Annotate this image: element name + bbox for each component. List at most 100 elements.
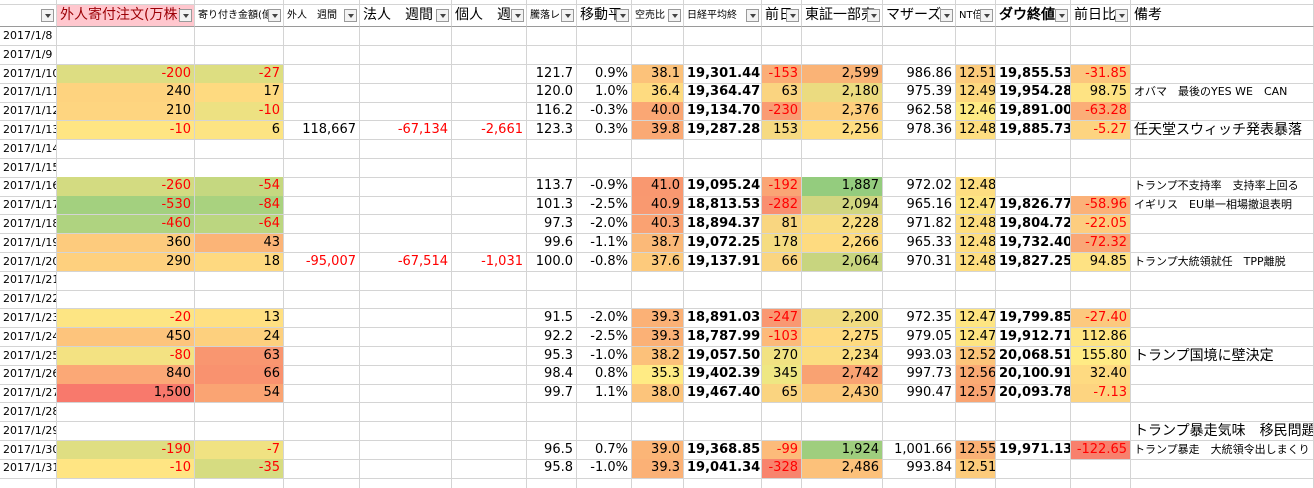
filter-button[interactable] xyxy=(179,9,192,22)
header-text: NT倍 xyxy=(959,10,983,21)
filter-button[interactable] xyxy=(940,9,953,22)
cell xyxy=(195,27,284,47)
cell: -67,134 xyxy=(360,121,452,141)
cell: 39.3 xyxy=(632,309,684,329)
filter-button[interactable] xyxy=(344,9,357,22)
cell: 96.5 xyxy=(527,440,577,460)
cell xyxy=(360,0,452,5)
column-header: 寄り付き金額(億) xyxy=(195,5,284,27)
cell xyxy=(195,158,284,178)
cell xyxy=(360,421,452,442)
cell: 12.48 xyxy=(956,121,996,141)
cell xyxy=(360,459,452,479)
cell: 19,287.28 xyxy=(684,121,762,141)
cell xyxy=(284,215,360,235)
header-text: 日経平均終 xyxy=(687,10,737,21)
cell: 2017/1/9 xyxy=(0,45,57,66)
cell: 2017/1/30 xyxy=(0,440,57,460)
cell: 153 xyxy=(762,121,802,141)
cell: 2017/1/25 xyxy=(0,346,57,366)
filter-button[interactable] xyxy=(511,9,524,22)
filter-button[interactable] xyxy=(786,9,799,22)
filter-button[interactable] xyxy=(1055,9,1068,22)
cell: -190 xyxy=(57,440,195,460)
cell xyxy=(684,0,762,5)
cell: -10 xyxy=(57,459,195,479)
column-header xyxy=(0,5,57,27)
cell: 2,742 xyxy=(802,365,883,385)
cell xyxy=(452,365,527,385)
cell xyxy=(527,290,577,310)
cell xyxy=(0,0,57,5)
cell xyxy=(996,290,1071,310)
cell: 2017/1/14 xyxy=(0,139,57,160)
cell xyxy=(452,177,527,197)
filter-button[interactable] xyxy=(746,9,759,22)
filter-button[interactable] xyxy=(668,9,681,22)
cell: -282 xyxy=(762,196,802,216)
filter-button[interactable] xyxy=(616,9,629,22)
filter-button[interactable] xyxy=(41,9,54,22)
cell: 66 xyxy=(762,252,802,272)
cell xyxy=(284,290,360,310)
cell xyxy=(632,290,684,310)
cell: 40.9 xyxy=(632,196,684,216)
cell: 2017/1/26 xyxy=(0,365,57,385)
cell: 63 xyxy=(762,83,802,103)
filter-button[interactable] xyxy=(561,9,574,22)
cell xyxy=(360,290,452,310)
cell: 178 xyxy=(762,233,802,254)
cell: 12.56 xyxy=(956,365,996,385)
cell xyxy=(284,158,360,178)
cell: 12.52 xyxy=(956,346,996,366)
cell: 986.86 xyxy=(883,64,956,84)
cell: -460 xyxy=(57,215,195,235)
cell xyxy=(1071,478,1131,488)
cell: 20,093.78 xyxy=(996,384,1071,404)
filter-button[interactable] xyxy=(268,9,281,22)
cell: トランプ暴走気味 移民問題等 xyxy=(1131,421,1314,442)
cell xyxy=(956,421,996,442)
cell: 0.7% xyxy=(577,440,632,460)
cell: 270 xyxy=(762,346,802,366)
cell xyxy=(527,0,577,5)
cell xyxy=(452,102,527,122)
cell xyxy=(996,459,1071,479)
cell xyxy=(284,365,360,385)
cell: 997.73 xyxy=(883,365,956,385)
cell xyxy=(632,421,684,442)
cell: 971.82 xyxy=(883,215,956,235)
header-text: 騰落レシ xyxy=(530,10,570,21)
cell: 39.0 xyxy=(632,440,684,460)
cell xyxy=(195,478,284,488)
cell: -1.0% xyxy=(577,459,632,479)
cell: 2017/1/22 xyxy=(0,290,57,310)
filter-button[interactable] xyxy=(1115,9,1128,22)
cell xyxy=(1131,45,1314,66)
cell: 450 xyxy=(57,327,195,348)
cell xyxy=(284,139,360,160)
cell xyxy=(802,403,883,423)
cell xyxy=(684,478,762,488)
cell xyxy=(802,271,883,291)
cell xyxy=(956,27,996,47)
cell: 0.8% xyxy=(577,365,632,385)
cell: 19,095.24 xyxy=(684,177,762,197)
cell xyxy=(883,421,956,442)
cell xyxy=(802,421,883,442)
cell xyxy=(452,403,527,423)
filter-button[interactable] xyxy=(867,9,880,22)
filter-button[interactable] xyxy=(980,9,993,22)
cell xyxy=(284,421,360,442)
cell: 2017/1/16 xyxy=(0,177,57,197)
filter-button[interactable] xyxy=(436,9,449,22)
header-text: 寄り付き金額(億) xyxy=(198,10,276,21)
cell xyxy=(452,0,527,5)
column-header: 外人寄付注文(万株) xyxy=(57,5,195,27)
cell xyxy=(1071,158,1131,178)
header-text: 空売比 xyxy=(635,10,665,21)
cell xyxy=(996,45,1071,66)
cell xyxy=(452,196,527,216)
cell: 2,094 xyxy=(802,196,883,216)
cell xyxy=(360,215,452,235)
